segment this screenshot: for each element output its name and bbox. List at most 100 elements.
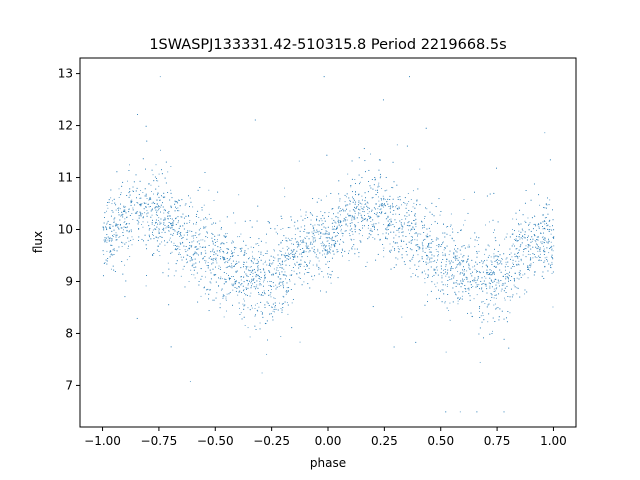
data-point [282, 260, 283, 262]
data-point [524, 202, 526, 204]
data-point [269, 270, 270, 272]
data-point [516, 277, 518, 279]
data-point [252, 283, 253, 285]
data-point [226, 310, 227, 312]
data-point [345, 208, 347, 210]
data-point [470, 237, 472, 239]
data-point [142, 226, 144, 228]
data-point [425, 263, 427, 265]
data-point [389, 199, 391, 201]
data-point [512, 262, 514, 264]
data-point [227, 261, 229, 263]
data-point [179, 232, 181, 234]
data-point [225, 279, 227, 280]
data-point [220, 243, 222, 245]
data-point [286, 292, 288, 294]
data-point [434, 269, 436, 271]
data-point [277, 270, 279, 272]
data-point [518, 236, 520, 238]
data-point [131, 244, 133, 246]
data-point [116, 224, 118, 226]
data-point [126, 230, 128, 232]
data-point [543, 227, 545, 229]
data-point [137, 223, 139, 225]
data-point [252, 269, 254, 271]
data-point [199, 227, 201, 229]
data-point [517, 240, 519, 242]
data-point [273, 249, 275, 251]
data-point [322, 215, 324, 217]
data-point [397, 208, 399, 210]
data-point [250, 280, 252, 282]
data-point [196, 221, 197, 223]
data-point [268, 290, 269, 292]
data-point [489, 193, 491, 195]
data-point [421, 241, 423, 243]
data-point [215, 259, 217, 260]
data-point [418, 248, 420, 250]
data-point [433, 269, 435, 271]
data-point [506, 285, 508, 287]
data-point [247, 294, 248, 296]
data-point [447, 272, 448, 274]
data-point [268, 284, 270, 286]
data-point [518, 230, 520, 232]
data-point [321, 271, 323, 272]
data-point [285, 256, 287, 258]
data-point [328, 260, 330, 262]
data-point [495, 259, 497, 261]
data-point [189, 230, 191, 232]
data-point [522, 230, 524, 232]
data-point [242, 290, 244, 292]
data-point [360, 206, 362, 208]
data-point [173, 245, 175, 246]
data-point [130, 204, 132, 206]
data-point [348, 252, 349, 254]
data-point [398, 213, 400, 215]
data-point [195, 246, 197, 248]
data-point [293, 256, 295, 258]
data-point [298, 244, 299, 246]
data-point [109, 251, 111, 253]
data-point [462, 261, 464, 263]
data-point [133, 181, 135, 183]
data-point [223, 283, 225, 285]
data-point [125, 227, 127, 229]
data-point [163, 227, 165, 229]
data-point [422, 247, 424, 249]
data-point [143, 240, 144, 242]
data-point [269, 294, 271, 296]
data-point [437, 238, 439, 240]
data-point [287, 227, 289, 229]
data-point [376, 212, 378, 214]
data-point [431, 257, 433, 259]
data-point [246, 274, 248, 276]
data-point [536, 236, 538, 238]
data-point [268, 222, 270, 224]
data-point [256, 309, 258, 311]
data-point [171, 218, 173, 220]
data-point [378, 222, 380, 224]
data-point [180, 256, 182, 258]
data-point [287, 290, 289, 292]
data-point [408, 225, 410, 227]
data-point [418, 261, 419, 263]
data-point [466, 278, 468, 280]
data-point [289, 265, 291, 266]
data-point [285, 259, 287, 261]
data-point [316, 254, 317, 256]
data-point [130, 239, 132, 241]
data-point [120, 203, 121, 205]
data-point [200, 268, 202, 270]
data-point [187, 232, 189, 233]
data-point [355, 201, 357, 203]
data-point [519, 238, 521, 240]
data-point [438, 244, 440, 246]
data-point [462, 291, 464, 293]
data-point [301, 242, 303, 244]
data-point [505, 263, 507, 265]
data-point [227, 248, 229, 250]
data-point [156, 214, 158, 216]
data-point [130, 229, 132, 231]
data-point [168, 230, 170, 232]
